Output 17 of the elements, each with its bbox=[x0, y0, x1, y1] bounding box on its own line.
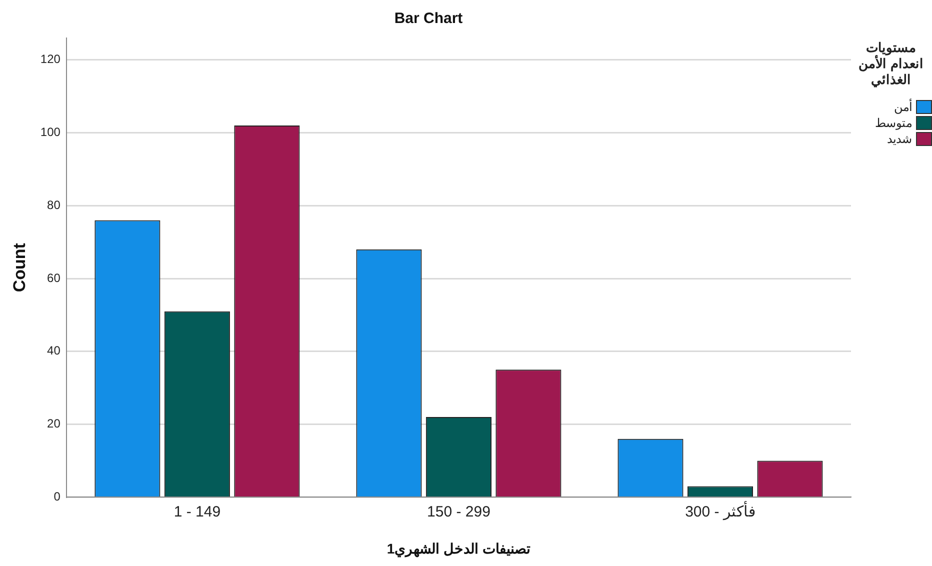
x-tick-label: 150 - 299 bbox=[427, 503, 490, 520]
y-axis-title: Count bbox=[10, 242, 29, 292]
y-tick-label: 20 bbox=[47, 416, 61, 431]
legend-label: شديد bbox=[887, 132, 912, 146]
x-tick-label: 1 - 149 bbox=[174, 503, 221, 520]
y-tick-label: 120 bbox=[40, 52, 61, 66]
y-tick-label: 100 bbox=[40, 125, 61, 140]
legend-label: أمن bbox=[894, 100, 912, 114]
legend-label: متوسط bbox=[875, 116, 912, 130]
y-tick-label: 60 bbox=[47, 270, 61, 285]
y-tick-label: 40 bbox=[47, 344, 61, 358]
x-tick-label: 300 - فأكثر bbox=[685, 501, 756, 520]
y-tick-label: 0 bbox=[54, 490, 61, 504]
y-tick-label: 80 bbox=[47, 198, 61, 212]
x-axis-title: تصنيفات الدخل الشهري1 bbox=[386, 540, 530, 558]
legend-title: مستويات انعدام الأمن الغذائي bbox=[858, 40, 924, 88]
chart-title: Bar Chart bbox=[394, 10, 463, 28]
